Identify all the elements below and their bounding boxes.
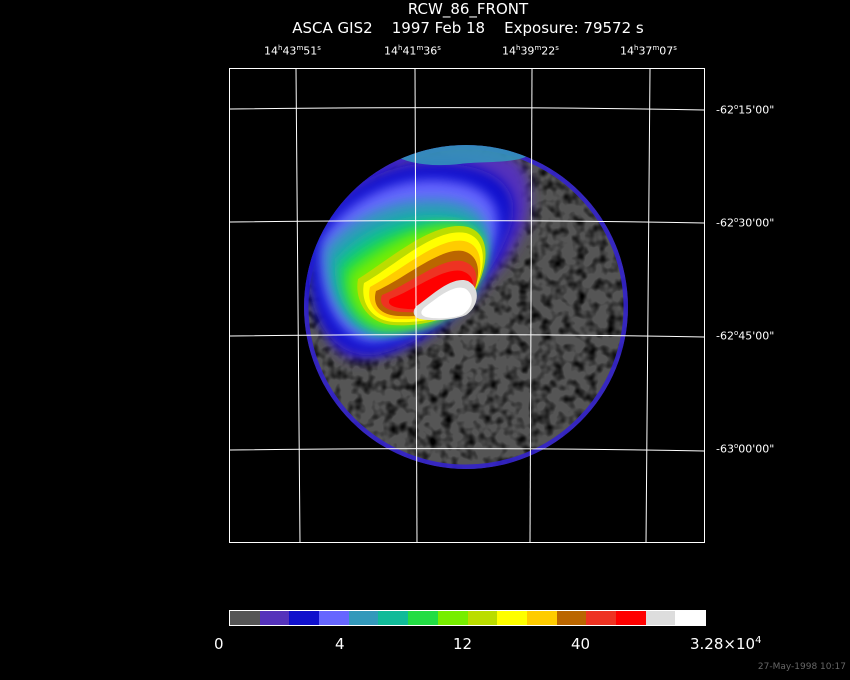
ra-label-1: 14h43m51s [264,44,321,58]
colorbar-label-4: 4 [335,635,345,653]
colorbar-swatch [675,611,705,625]
colorbar-swatch [615,611,646,625]
field-of-view [304,145,628,469]
ra-label-4: 14h37m07s [620,44,677,58]
colorbar-swatch [259,611,290,625]
colorbar-swatch [319,611,349,625]
colorbar-swatch [230,611,260,625]
dec-label-3: -62o45'00" [716,329,775,343]
colorbar-swatch [645,611,676,625]
dec-label-4: -63o00'00" [716,442,775,456]
ra-label-3: 14h39m22s [502,44,559,58]
colorbar-swatch [289,611,320,625]
colorbar-swatch [348,611,379,625]
colorbar-swatch [378,611,409,625]
colorbar-label-40: 40 [571,635,591,653]
dec-label-1: -62o15'00" [716,103,775,117]
colorbar-label-12: 12 [453,635,473,653]
ra-label-2: 14h41m36s [384,44,441,58]
image-title: RCW_86_FRONT [407,0,529,18]
colorbar-swatch [556,611,587,625]
colorbar-swatch [586,611,616,625]
timestamp: 27-May-1998 10:17 [757,662,846,672]
colorbar-swatch [497,611,527,625]
colorbar-label-max: 3.28×104 [690,635,762,653]
colorbar-swatch [408,611,438,625]
colorbar [229,610,706,626]
xray-image [230,69,704,542]
colorbar-label-0: 0 [214,635,224,653]
xray-image-frame[interactable] [229,68,705,543]
colorbar-swatch [467,611,498,625]
dec-label-2: -62o30'00" [716,216,775,230]
image-subtitle: ASCA GIS2 1997 Feb 18 Exposure: 79572 s [292,19,644,37]
colorbar-swatch [437,611,468,625]
colorbar-swatch [526,611,557,625]
